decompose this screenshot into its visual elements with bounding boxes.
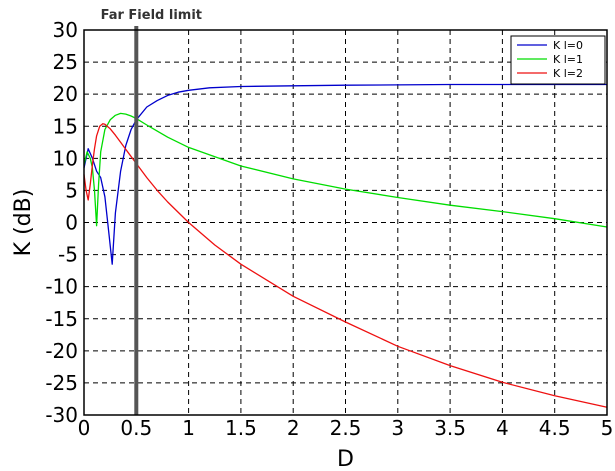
y-tick-label: 15 [53,114,78,138]
plot-frame [83,29,608,416]
y-tick-label: 10 [53,146,78,170]
x-tick-label: 4 [496,416,509,440]
x-axis-label: D [337,447,354,471]
y-axis-label: K (dB) [11,189,36,257]
series-line [83,112,608,228]
grid [84,30,607,415]
y-tick-label: -15 [45,307,78,331]
legend-label: K l=0 [553,39,583,52]
x-tick-label: 4.5 [539,416,571,440]
y-tick-label: -20 [45,339,78,363]
x-tick-label: 3 [391,416,404,440]
annotation-group: Far Field limit [101,8,202,415]
y-tick-label: 0 [65,211,78,235]
x-tick-label: 0 [78,416,91,440]
y-tick-label: 30 [53,18,78,42]
y-tick-label: -30 [45,403,78,427]
series-line [83,123,608,408]
far-field-limit-line [134,26,139,415]
legend-label: K l=2 [553,67,583,80]
legend-box [510,35,606,85]
x-tick-label: 2 [287,416,300,440]
x-tick-label: 5 [601,416,614,440]
far-field-limit-label: Far Field limit [101,8,202,23]
x-tick-label: 1 [182,416,195,440]
series-group [83,83,608,408]
x-tick-label: 2.5 [330,416,362,440]
tick-labels: 0 0.5 1 1.5 2 2.5 3 3.5 4 4.5 5 -30 -25 -20 -15 -10 -5 0 5… [45,18,613,440]
y-tick-label: 25 [53,50,78,74]
axis-labels: D K (dB) [11,189,354,471]
y-tick-label: -25 [45,371,78,395]
legend: K l=0K l=1K l=2 [510,35,606,85]
y-tick-label: 20 [53,82,78,106]
series-line [83,83,607,265]
x-tick-label: 3.5 [434,416,466,440]
y-tick-label: -10 [45,275,78,299]
y-tick-label: -5 [58,243,78,267]
y-tick-label: 5 [65,178,78,202]
legend-label: K l=1 [553,53,583,66]
x-tick-label: 1.5 [225,416,257,440]
x-tick-label: 0.5 [120,416,152,440]
